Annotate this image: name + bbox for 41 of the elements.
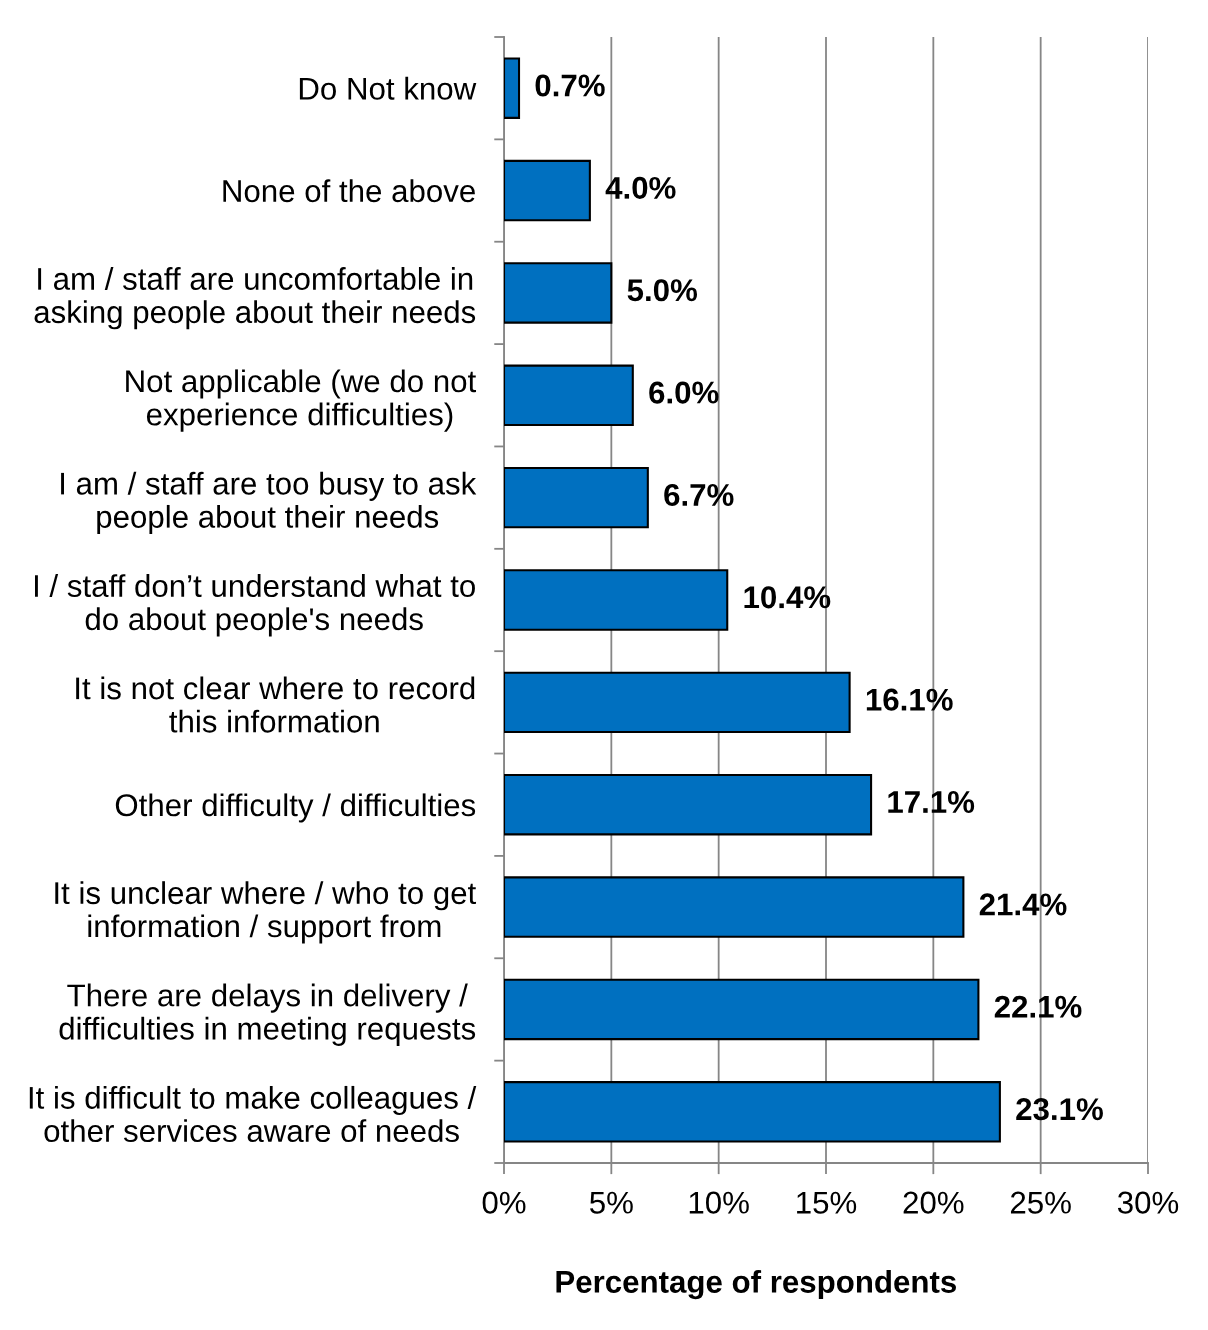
x-axis-title: Percentage of respondents [556, 1269, 956, 1300]
y-tick-label: I am / staff are uncomfortable in asking people about their needs [34, 267, 476, 330]
data-label: 23.1% [1016, 1098, 1103, 1121]
data-label: 16.1% [866, 688, 953, 711]
x-tick-label: 20% [903, 1191, 964, 1214]
y-tick-label: I / staff don’t understand what to do about people's needs [34, 574, 475, 637]
data-label: 6.0% [649, 381, 719, 404]
bar [504, 569, 729, 631]
data-label: 21.4% [979, 893, 1067, 916]
y-tick-label: Not applicable (we do not experience difficulties) [126, 369, 477, 432]
bar [504, 978, 980, 1041]
data-label: 0.7% [535, 74, 605, 97]
data-label: 17.1% [888, 791, 975, 814]
bar [504, 876, 965, 938]
y-tick-label: None of the above [223, 179, 475, 203]
bar [504, 671, 851, 734]
data-label: 22.1% [994, 995, 1082, 1018]
bar [504, 159, 591, 222]
data-label: 6.7% [664, 483, 734, 507]
bar [504, 466, 649, 529]
y-tick-label: It is not clear where to record this information [76, 676, 475, 733]
bar [504, 1081, 1001, 1143]
y-tick-label: Do Not know [299, 76, 477, 100]
x-tick-label: 10% [689, 1191, 749, 1214]
bar [504, 774, 873, 836]
y-tick-label: There are delays in delivery / difficulties in meeting requests [59, 983, 476, 1046]
x-tick-label: 15% [797, 1191, 857, 1214]
x-tick-label: 25% [1010, 1191, 1071, 1214]
y-tick-label: It is unclear where / who to get information / support from [55, 881, 477, 944]
y-tick-label: It is difficult to make colleagues / other services aware of needs [29, 1085, 477, 1143]
data-label: 5.0% [627, 279, 698, 302]
data-label: 10.4% [744, 586, 831, 609]
bar [504, 364, 634, 426]
x-tick-label: 5% [590, 1191, 633, 1214]
y-tick-label: Other difficulty / difficulties [115, 793, 476, 823]
bar [504, 57, 521, 119]
x-tick-label: 0% [482, 1191, 526, 1214]
bar [504, 262, 613, 324]
y-tick-label: I am / staff are too busy to ask people about their needs [61, 471, 477, 535]
x-tick-label: 30% [1117, 1191, 1179, 1214]
data-label: 4.0% [605, 176, 676, 199]
